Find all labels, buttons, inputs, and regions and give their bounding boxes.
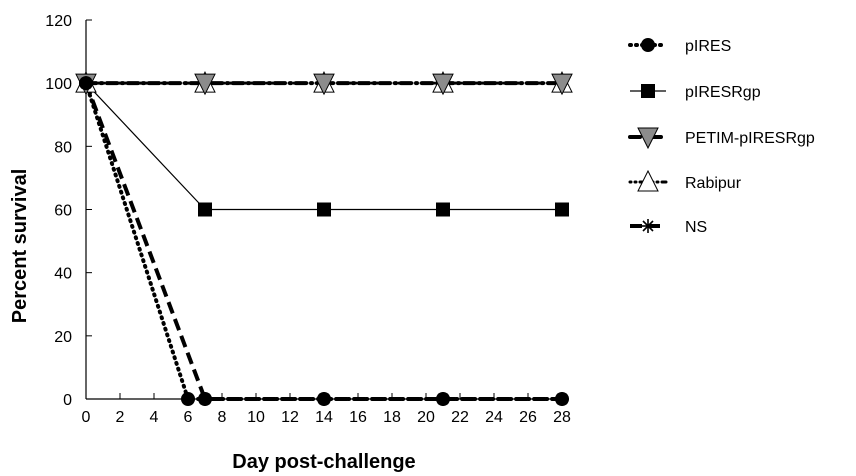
y-tick-label: 20 [54,329,72,346]
x-tick-label: 12 [281,409,299,426]
marker-piresrgp [555,202,569,217]
legend: pIRES pIRESRgp PETIM-pIRESRgp Rabipur NS [628,38,815,236]
marker-piresrgp [317,202,331,217]
x-tick-label: 18 [383,409,401,426]
marker-pires [79,76,93,91]
legend-item-piresrgp: pIRESRgp [630,84,761,101]
x-tick-label: 8 [218,409,227,426]
legend-item-ns: NS [630,219,707,236]
x-tick-label: 2 [116,409,125,426]
x-tick-label: 24 [485,409,503,426]
y-tick-label: 120 [45,13,72,30]
x-tick-label: 16 [349,409,367,426]
marker-petim-piresrgp [194,73,216,96]
legend-marker [641,84,655,98]
marker-petim-piresrgp [313,73,335,96]
x-tick-label: 4 [150,409,159,426]
x-axis-title: Day post-challenge [232,451,415,473]
series-markers [75,71,573,406]
y-tick-label: 60 [54,203,72,220]
marker-pires [181,392,195,406]
legend-label: Rabipur [685,175,742,192]
marker-pires [198,392,212,406]
series-line-pires [84,81,564,401]
x-ticks: 0 2 4 6 8 10 12 14 16 18 20 22 24 26 28 [82,393,571,426]
x-tick-label: 26 [519,409,537,426]
marker-petim-piresrgp [551,73,573,96]
series-lines [84,81,564,401]
y-ticks: 0 20 40 60 80 100 120 [45,13,92,409]
y-tick-label: 40 [54,266,72,283]
x-tick-label: 0 [82,409,91,426]
marker-pires [436,392,450,406]
marker-pires [317,392,331,406]
marker-pires [555,392,569,406]
legend-item-petim-piresrgp: PETIM-pIRESRgp [628,127,815,150]
y-tick-label: 80 [54,139,72,156]
x-tick-label: 28 [553,409,571,426]
y-axis-title: Percent survival [9,169,31,324]
legend-label: NS [685,219,707,236]
legend-marker [637,169,659,192]
x-tick-label: 10 [247,409,265,426]
legend-marker [637,127,659,150]
series-line-piresrgp [85,82,562,211]
legend-marker [641,219,655,233]
x-tick-label: 20 [417,409,435,426]
legend-item-rabipur: Rabipur [628,169,742,192]
x-tick-label: 6 [184,409,193,426]
marker-piresrgp [436,202,450,217]
marker-piresrgp [198,202,212,217]
y-tick-label: 100 [45,76,72,93]
y-tick-label: 0 [63,392,72,409]
marker-petim-piresrgp [432,73,454,96]
legend-label: pIRESRgp [685,84,761,101]
x-tick-label: 22 [451,409,469,426]
series-line-ns [84,82,562,401]
legend-label: pIRES [685,38,731,55]
x-tick-label: 14 [315,409,333,426]
legend-label: PETIM-pIRESRgp [685,130,815,147]
legend-item-pires: pIRES [628,38,731,55]
legend-marker [641,38,655,52]
